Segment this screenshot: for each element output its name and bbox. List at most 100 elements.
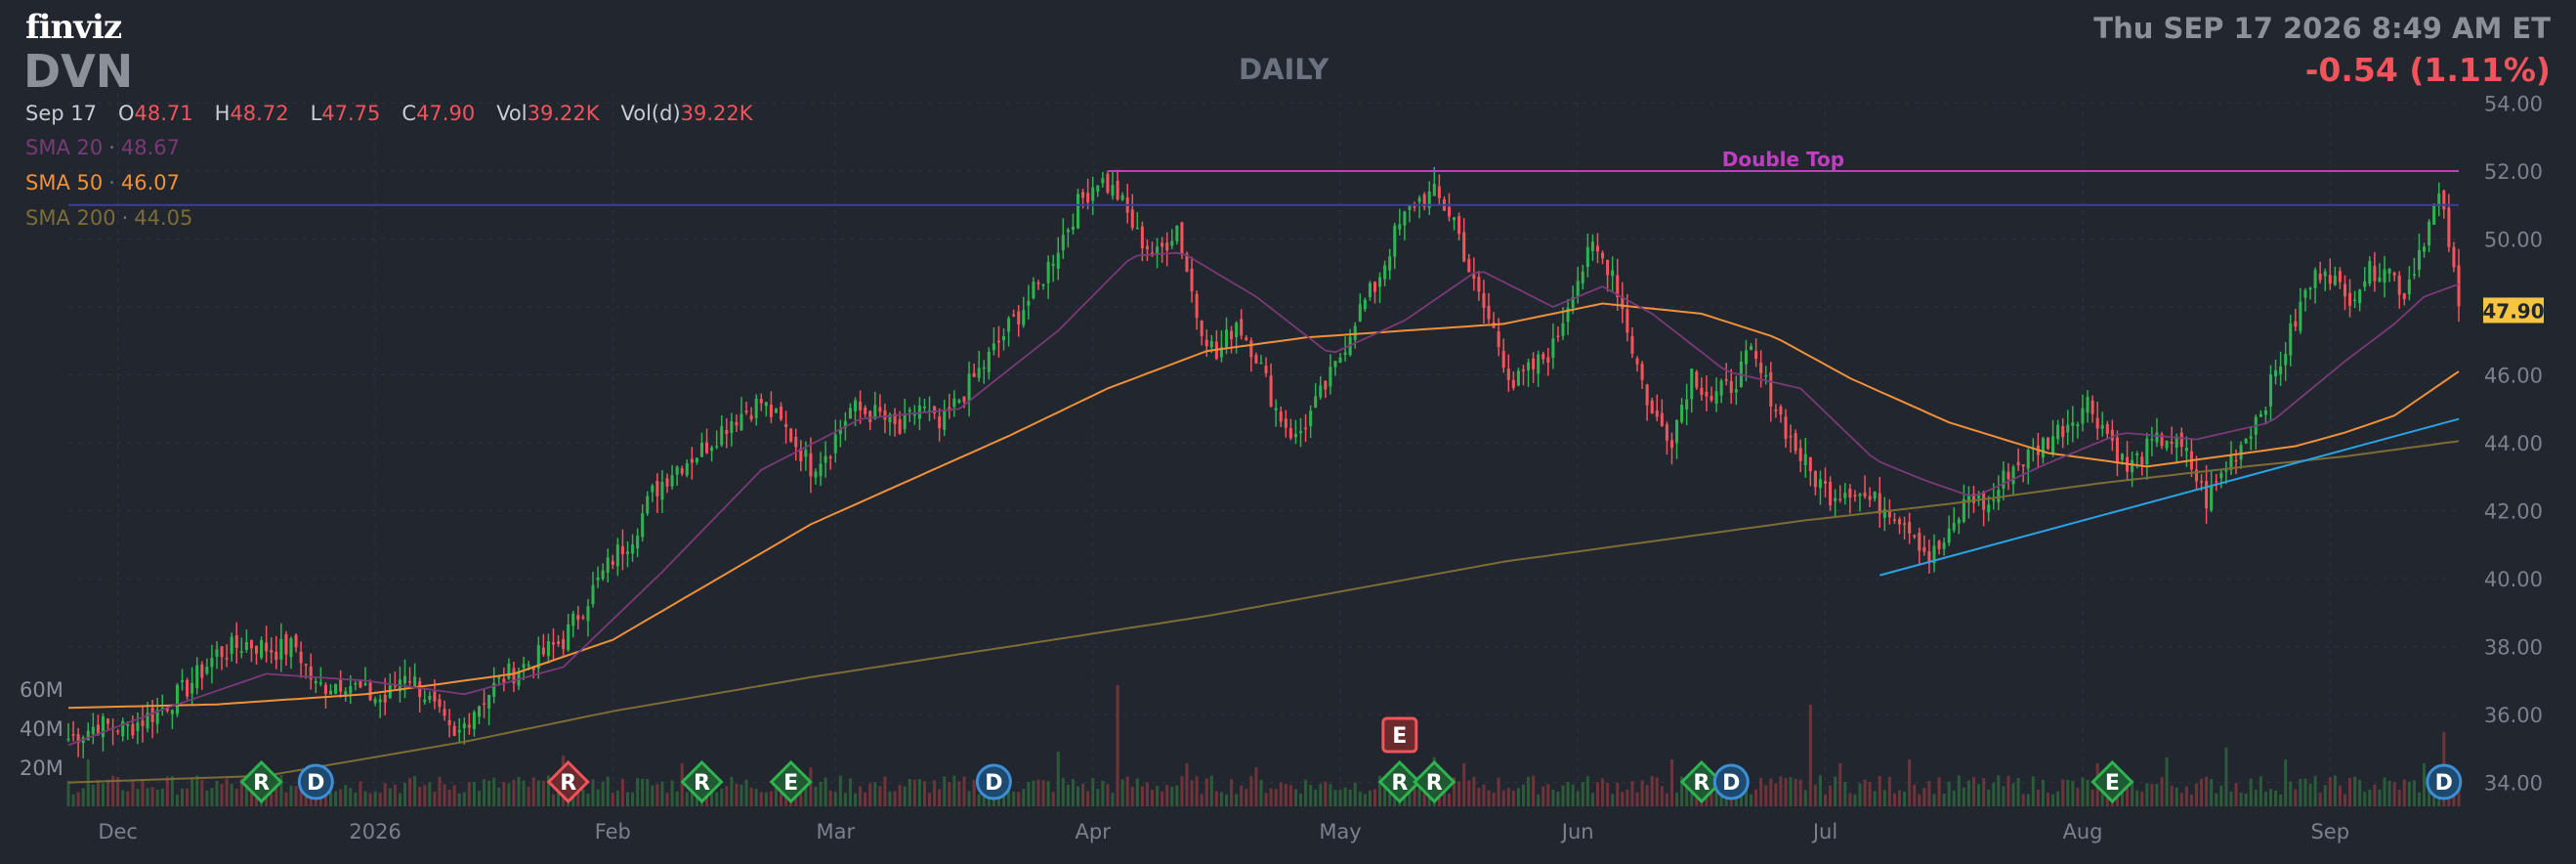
volume-bar bbox=[1744, 788, 1748, 806]
volume-bar bbox=[1200, 794, 1204, 806]
event-marker-label: R bbox=[1693, 771, 1710, 796]
volume-bar bbox=[2358, 779, 2362, 806]
volume-bar bbox=[591, 779, 595, 806]
candle-body bbox=[1264, 366, 1268, 373]
volume-dollar-value: 39.22K bbox=[680, 102, 753, 125]
candle-body bbox=[402, 675, 407, 684]
volume-bar bbox=[150, 787, 154, 806]
finviz-logo[interactable]: finviz bbox=[25, 8, 122, 47]
timeframe-label[interactable]: DAILY bbox=[1239, 53, 1330, 86]
volume-bar bbox=[1413, 785, 1416, 806]
candle-body bbox=[1408, 204, 1412, 210]
volume-bar bbox=[512, 779, 516, 806]
volume-bar bbox=[1669, 759, 1673, 806]
volume-bar bbox=[541, 780, 545, 806]
candle-body bbox=[289, 638, 293, 658]
candle-body bbox=[1230, 330, 1234, 340]
double-top-label: Double Top bbox=[1722, 148, 1844, 171]
volume-bar bbox=[423, 784, 427, 806]
volume-bar bbox=[190, 778, 194, 806]
volume-bar bbox=[402, 782, 407, 806]
candle-body bbox=[146, 713, 149, 729]
candle-body bbox=[1601, 252, 1605, 259]
volume-bar bbox=[1897, 790, 1902, 806]
candle-body bbox=[234, 635, 238, 648]
volume-bar bbox=[1378, 775, 1382, 806]
volume-bar bbox=[1997, 775, 2001, 806]
sma20-legend[interactable]: SMA 20 · 48.67 bbox=[25, 136, 181, 159]
volume-bar bbox=[2155, 784, 2159, 806]
candle-body bbox=[1764, 374, 1768, 377]
candle-body bbox=[1046, 261, 1050, 283]
candle-body bbox=[1304, 427, 1308, 430]
volume-bar bbox=[1472, 776, 1476, 806]
volume-bar bbox=[2423, 763, 2427, 806]
volume-bar bbox=[611, 793, 614, 806]
volume-bar bbox=[1036, 779, 1040, 806]
volume-bar bbox=[1750, 794, 1753, 806]
candle-body bbox=[2249, 436, 2253, 439]
volume-bar bbox=[1932, 794, 1936, 806]
volume-dollar-label: Vol(d) bbox=[620, 102, 681, 125]
sma50-legend[interactable]: SMA 50 · 46.07 bbox=[25, 171, 181, 194]
candle-body bbox=[378, 699, 382, 703]
candle-body bbox=[2175, 436, 2178, 448]
candle-body bbox=[1635, 358, 1639, 365]
event-marker-label: D bbox=[2435, 771, 2453, 796]
sma50-label: SMA 50 bbox=[25, 171, 104, 194]
volume-bar bbox=[388, 788, 392, 806]
candle-body bbox=[66, 738, 70, 741]
candle-body bbox=[1165, 242, 1169, 251]
candle-body bbox=[1660, 412, 1664, 426]
volume-bar bbox=[200, 779, 204, 806]
candle-body bbox=[789, 428, 793, 442]
volume-bar bbox=[1175, 785, 1179, 806]
candle-body bbox=[1353, 325, 1357, 341]
candle-body bbox=[660, 482, 664, 500]
candle-body bbox=[2452, 246, 2456, 268]
candle-body bbox=[522, 664, 526, 669]
volume-bar bbox=[1774, 783, 1778, 806]
event-marker-label: D bbox=[1722, 771, 1740, 796]
candle-body bbox=[2086, 396, 2090, 413]
candle-body bbox=[1527, 362, 1531, 370]
candle-body bbox=[428, 695, 432, 700]
candle-body bbox=[413, 676, 417, 686]
price-change: -0.54 (1.11%) bbox=[2304, 51, 2551, 89]
candle-body bbox=[136, 722, 140, 731]
volume-bar bbox=[1368, 790, 1372, 806]
volume-bar bbox=[462, 792, 466, 806]
candle-body bbox=[1987, 504, 1991, 513]
volume-bar bbox=[823, 777, 827, 806]
volume-bar bbox=[1293, 789, 1297, 806]
candle-body bbox=[784, 423, 788, 427]
candle-body bbox=[472, 712, 476, 730]
y-tick-label: 38.00 bbox=[2484, 636, 2543, 660]
volume-bar bbox=[1442, 781, 1446, 806]
volume-bar bbox=[1650, 775, 1654, 806]
candle-body bbox=[1120, 194, 1124, 200]
volume-bar bbox=[1288, 785, 1292, 806]
candle-body bbox=[1640, 364, 1644, 380]
volume-bar bbox=[2407, 781, 2411, 806]
volume-bar bbox=[2175, 787, 2178, 806]
candle-body bbox=[2184, 448, 2188, 452]
volume-bar bbox=[517, 776, 521, 806]
volume-bar bbox=[1868, 782, 1872, 806]
candle-body bbox=[368, 682, 372, 701]
volume-bar bbox=[2076, 787, 2080, 806]
volume-bar bbox=[487, 780, 491, 806]
candle-body bbox=[1091, 187, 1095, 201]
candle-body bbox=[1190, 268, 1194, 292]
volume-bar bbox=[1501, 790, 1505, 806]
event-marker-label: R bbox=[253, 771, 270, 796]
volume-bar bbox=[1764, 785, 1768, 806]
candle-body bbox=[864, 408, 867, 414]
volume-bar bbox=[210, 788, 214, 806]
candle-body bbox=[1971, 494, 1976, 503]
volume-bar bbox=[522, 780, 526, 806]
candle-body bbox=[418, 681, 422, 698]
sma200-legend[interactable]: SMA 200 · 44.05 bbox=[25, 206, 193, 230]
candle-body bbox=[922, 406, 926, 409]
